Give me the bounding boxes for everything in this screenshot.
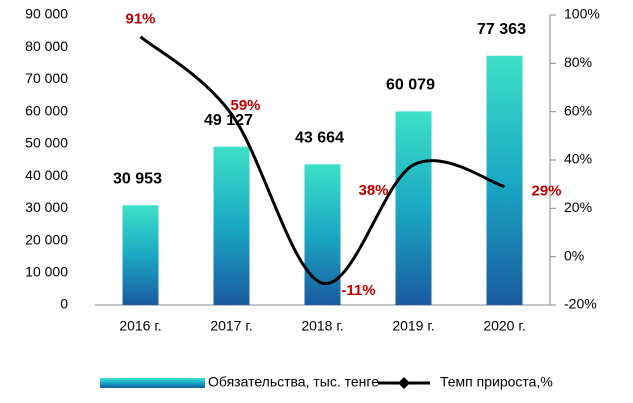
x-tick-label: 2017 г. (210, 318, 252, 334)
y2-tick-label: 100% (564, 6, 600, 22)
line (139, 35, 505, 285)
line-value-label: 29% (531, 183, 561, 200)
legend-label: Темп прироста,% (440, 374, 553, 390)
y-tick-label: 40 000 (25, 167, 68, 183)
bar-value-label: 77 363 (477, 21, 526, 38)
y-tick-label: 0 (60, 296, 68, 312)
line-value-label: 59% (230, 97, 260, 114)
y2-tick-label: -20% (564, 296, 597, 312)
y-tick-label: 90 000 (25, 6, 68, 22)
bar-value-label: 43 664 (295, 130, 344, 147)
bar (213, 146, 250, 305)
y2-tick-label: 60% (564, 102, 592, 118)
line-value-label: 91% (125, 11, 155, 28)
x-tick-label: 2016 г. (119, 318, 161, 334)
y2-tick-label: 40% (564, 151, 592, 167)
y-tick-label: 70 000 (25, 70, 68, 86)
y-tick-label: 30 000 (25, 199, 68, 215)
line-value-label: 38% (358, 182, 388, 199)
bar-value-label: 30 953 (113, 170, 162, 187)
y-tick-label: 50 000 (25, 135, 68, 151)
x-tick-label: 2018 г. (301, 318, 343, 334)
legend-swatch (100, 378, 205, 388)
legend-label: Обязательства, тыс. тенге (208, 374, 379, 390)
y2-tick-label: 80% (564, 54, 592, 70)
x-tick-label: 2020 г. (483, 318, 525, 334)
bar-value-label: 49 127 (204, 112, 253, 129)
x-tick-label: 2019 г. (392, 318, 434, 334)
legend-marker (398, 377, 410, 389)
y-tick-label: 10 000 (25, 263, 68, 279)
bar (122, 205, 159, 305)
y-tick-label: 80 000 (25, 38, 68, 54)
y-tick-label: 20 000 (25, 231, 68, 247)
y2-tick-label: 20% (564, 199, 592, 215)
y-tick-label: 60 000 (25, 102, 68, 118)
y2-tick-label: 0% (564, 247, 584, 263)
line-value-label: -11% (341, 282, 375, 299)
bar (395, 111, 432, 305)
bar-value-label: 60 079 (386, 77, 435, 94)
